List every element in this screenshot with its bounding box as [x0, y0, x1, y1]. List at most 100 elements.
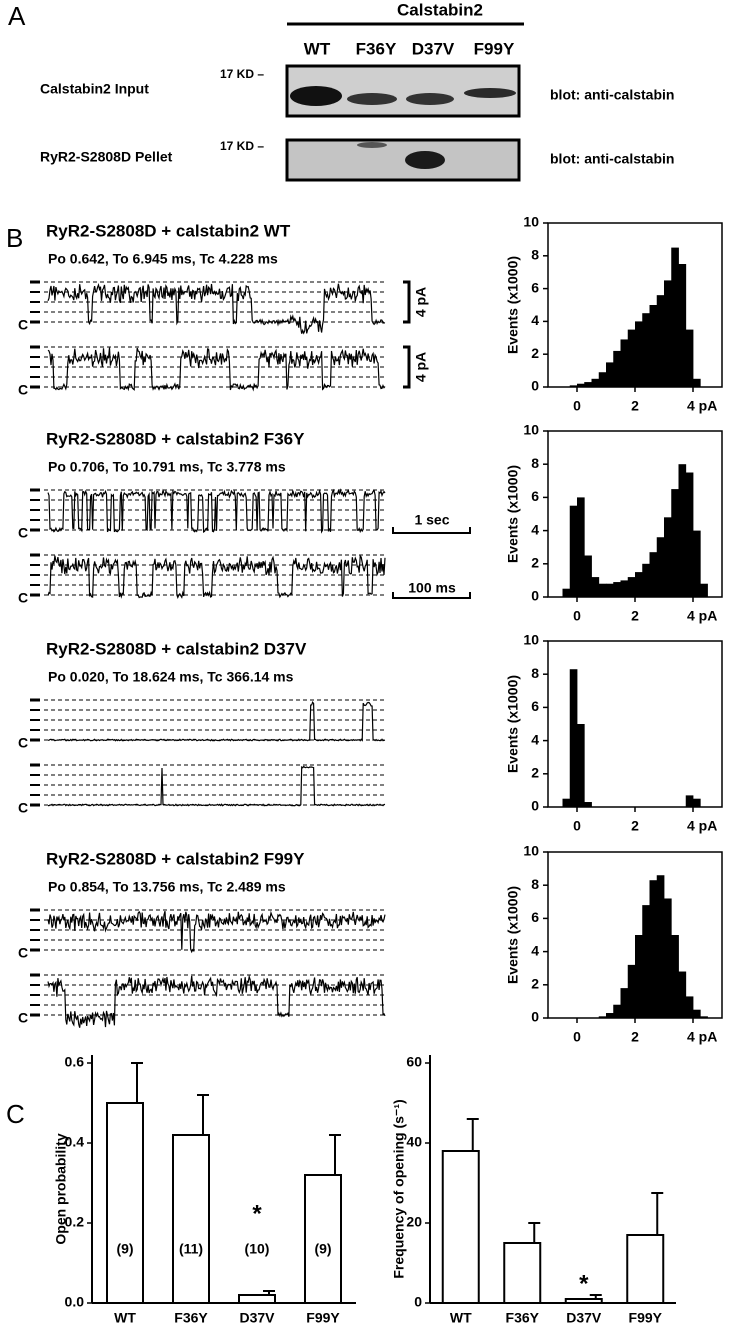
x-tick-label: 2: [631, 1029, 639, 1045]
marker-label: 17 KD –: [220, 139, 264, 153]
histogram-bar: [627, 577, 636, 597]
y-tick-label: 10: [523, 422, 539, 438]
y-axis-title: Events (x1000): [505, 675, 521, 773]
amplitude-scale-bar: [403, 280, 411, 324]
bar: [441, 1150, 480, 1304]
y-tick-label: 0.6: [65, 1054, 85, 1070]
row-label: Calstabin2 Input: [40, 81, 149, 97]
x-tick-label: 4 pA: [687, 1029, 717, 1045]
histogram-bar: [693, 378, 701, 387]
panel-label: C: [6, 1099, 25, 1129]
histogram-bar: [613, 1004, 621, 1018]
bar: [503, 1242, 542, 1304]
y-tick-label: 8: [531, 876, 539, 892]
histogram-bar: [678, 464, 687, 597]
histogram-bar: [700, 1016, 708, 1018]
significance-label: *: [579, 1270, 589, 1297]
y-tick-label: 8: [531, 665, 539, 681]
y-axis-title: Open probability: [53, 1133, 69, 1244]
histogram-bar: [693, 798, 701, 807]
bar: [304, 1174, 342, 1304]
histogram-bar: [627, 329, 636, 387]
histogram-bar: [693, 530, 701, 597]
histogram-bar: [642, 313, 650, 387]
bar: [172, 1134, 210, 1304]
histogram-bar: [620, 988, 629, 1018]
amplitude-scale-bar: [403, 345, 411, 389]
lane-label: D37V: [412, 39, 455, 58]
histogram-bar: [591, 378, 600, 387]
histogram-bar: [584, 382, 592, 387]
y-tick-label: 60: [406, 1054, 422, 1070]
histogram-bar: [606, 362, 614, 387]
trace-title: RyR2-S2808D + calstabin2 D37V: [46, 639, 307, 658]
current-trace: [47, 283, 386, 335]
histogram-bar: [598, 583, 607, 597]
histogram-bar: [671, 935, 679, 1018]
histogram-bar: [569, 385, 578, 387]
closed-label: C: [18, 382, 28, 398]
y-tick-label: 10: [523, 214, 539, 230]
time-scale-label: 1 sec: [414, 512, 449, 528]
histogram-bar: [569, 505, 578, 597]
y-tick-label: 40: [406, 1134, 422, 1150]
y-tick-label: 8: [531, 247, 539, 263]
blot: [285, 64, 521, 118]
current-trace: [47, 554, 386, 599]
histogram-bar: [584, 555, 592, 597]
bar: [564, 1298, 603, 1304]
bar: [626, 1234, 665, 1304]
y-axis-title: Events (x1000): [505, 256, 521, 354]
histogram-bar: [562, 798, 571, 807]
histogram-bar: [693, 1009, 701, 1018]
histogram-bar: [569, 669, 578, 807]
row-label: RyR2-S2808D Pellet: [40, 149, 173, 165]
histogram-bar: [598, 1016, 607, 1018]
x-tick-label: 0: [573, 818, 581, 834]
histogram-bar: [577, 724, 585, 807]
histogram-bar: [700, 583, 708, 597]
n-label: (9): [314, 1241, 331, 1257]
histogram-bar: [649, 552, 658, 597]
blot-label: blot: anti-calstabin: [550, 151, 674, 167]
x-tick-label: 4 pA: [687, 818, 717, 834]
x-tick-label: F99Y: [306, 1310, 340, 1326]
lane-label: F36Y: [356, 39, 397, 58]
y-tick-label: 2: [531, 976, 539, 992]
x-tick-label: F99Y: [629, 1310, 663, 1326]
histogram-bar: [635, 321, 643, 387]
blot: [285, 138, 521, 182]
x-tick-label: 0: [573, 608, 581, 624]
y-tick-label: 0: [531, 378, 539, 394]
closed-label: C: [18, 590, 28, 606]
current-trace: [47, 347, 386, 392]
histogram-bar: [664, 517, 672, 597]
group-label: Calstabin2: [397, 0, 483, 19]
histogram-bar: [664, 898, 672, 1018]
histogram-bar: [591, 577, 600, 597]
y-tick-label: 0: [531, 798, 539, 814]
n-label: (11): [179, 1241, 203, 1257]
y-tick-label: 6: [531, 909, 539, 925]
y-tick-label: 2: [531, 345, 539, 361]
trace-stats: Po 0.854, To 13.756 ms, Tc 2.489 ms: [48, 879, 286, 895]
x-tick-label: 2: [631, 608, 639, 624]
x-tick-label: D37V: [566, 1310, 602, 1326]
current-trace: [47, 974, 386, 1028]
trace-stats: Po 0.020, To 18.624 ms, Tc 366.14 ms: [48, 669, 294, 685]
current-trace: [48, 765, 386, 807]
histogram-bar: [671, 247, 679, 387]
time-scale-bar: [392, 527, 471, 534]
n-label: (10): [245, 1241, 270, 1257]
lane-label: WT: [304, 39, 331, 58]
histogram-bar: [620, 339, 629, 387]
histogram-bar: [664, 280, 672, 387]
y-tick-label: 4: [531, 731, 539, 747]
x-tick-label: F36Y: [174, 1310, 208, 1326]
bar: [106, 1102, 144, 1304]
panel-label: B: [6, 223, 23, 253]
y-tick-label: 4: [531, 312, 539, 328]
trace-title: RyR2-S2808D + calstabin2 F36Y: [46, 429, 305, 448]
closed-label: C: [18, 317, 28, 333]
